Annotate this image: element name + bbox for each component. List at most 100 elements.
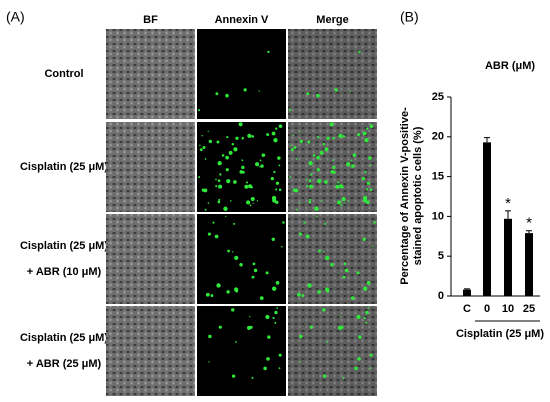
- micrograph: [197, 306, 286, 396]
- fluorescent-spot: [356, 314, 361, 320]
- fluorescent-spot: [332, 136, 336, 140]
- fluorescent-spot: [216, 283, 221, 288]
- fluorescent-spot: [339, 184, 344, 189]
- fluorescent-spot: [369, 124, 374, 128]
- bar: [525, 233, 533, 296]
- fluorescent-spot: [363, 316, 366, 320]
- fluorescent-spot: [228, 150, 233, 155]
- fluorescent-spot: [202, 146, 206, 150]
- fluorescent-spot: [320, 200, 323, 202]
- fluorescent-spot: [252, 202, 254, 204]
- fluorescent-spot: [219, 173, 222, 176]
- fluorescent-spot: [266, 357, 270, 361]
- fluorescent-spot: [295, 158, 298, 160]
- fluorescent-spot: [201, 134, 203, 137]
- significance-mark: *: [505, 195, 511, 212]
- fluorescent-spot: [271, 237, 275, 241]
- fluorescent-spot: [272, 286, 277, 291]
- fluorescent-spot: [233, 180, 237, 184]
- fluorescent-spot: [251, 275, 255, 279]
- fluorescent-spot: [282, 221, 285, 224]
- fluorescent-spot: [231, 374, 236, 378]
- fluorescent-spot: [275, 281, 280, 285]
- x-tick-label: 25: [523, 303, 535, 315]
- fluorescent-spot: [350, 296, 355, 301]
- fluorescent-spot: [322, 374, 327, 378]
- fluorescent-spot: [210, 294, 214, 298]
- fluorescent-spot: [317, 136, 320, 139]
- fluorescent-spot: [350, 159, 353, 162]
- fluorescent-spot: [364, 138, 369, 143]
- fluorescent-spot: [204, 208, 207, 211]
- fluorescent-spot: [326, 136, 330, 140]
- micrograph: [106, 306, 195, 396]
- fluorescent-spot: [343, 202, 345, 204]
- fluorescent-spot: [199, 144, 201, 147]
- fluorescent-spot: [231, 142, 235, 146]
- fluorescent-spot: [369, 188, 373, 192]
- fluorescent-spot: [229, 200, 232, 202]
- fluorescent-spot: [225, 93, 229, 98]
- fluorescent-spot: [215, 185, 218, 188]
- fluorescent-spot: [316, 215, 318, 217]
- fluorescent-spot: [241, 170, 245, 174]
- micrograph-tint: [288, 29, 377, 119]
- fluorescent-spot: [312, 154, 316, 157]
- fluorescent-spot: [208, 139, 213, 144]
- fluorescent-spot: [368, 156, 372, 160]
- fluorescent-spot: [246, 181, 249, 184]
- fluorescent-spot: [299, 361, 301, 363]
- fluorescent-spot: [322, 308, 326, 312]
- fluorescent-spot: [299, 334, 303, 339]
- fluorescent-spot: [340, 325, 344, 329]
- fluorescent-spot: [290, 144, 292, 147]
- fluorescent-spot: [289, 176, 292, 179]
- fluorescent-spot: [212, 221, 215, 224]
- fluorescent-spot: [217, 200, 221, 204]
- fluorescent-spot: [305, 234, 310, 239]
- y-tick-label: 5: [438, 250, 444, 262]
- fluorescent-spot: [316, 93, 320, 98]
- fluorescent-spot: [203, 188, 208, 193]
- fluorescent-spot: [215, 178, 217, 181]
- fluorescent-spot: [239, 263, 243, 267]
- fluorescent-spot: [332, 170, 336, 174]
- fluorescent-spot: [319, 150, 324, 155]
- fluorescent-spot: [365, 321, 368, 324]
- fluorescent-spot: [334, 88, 338, 92]
- fluorescent-spot: [197, 109, 201, 112]
- row-label: Cisplatin (25 μM): [20, 161, 108, 173]
- fluorescent-spot: [261, 153, 266, 157]
- fluorescent-spot: [341, 196, 346, 202]
- y-tick-label: 25: [432, 91, 444, 103]
- fluorescent-spot: [316, 155, 320, 160]
- fluorescent-spot: [260, 164, 264, 168]
- panel-label: (A): [6, 9, 25, 25]
- fluorescent-spot: [252, 262, 256, 266]
- y-axis-label: stained apoptotic cells (%): [412, 126, 424, 265]
- fluorescent-spot: [346, 162, 351, 167]
- micrograph: [197, 29, 286, 119]
- fluorescent-spot: [267, 335, 271, 339]
- fluorescent-spot: [340, 315, 342, 318]
- fluorescent-spot: [372, 246, 374, 248]
- fluorescent-spot: [342, 376, 345, 379]
- fluorescent-spot: [318, 249, 321, 253]
- fluorescent-spot: [337, 181, 340, 184]
- fluorescent-spot: [369, 353, 373, 357]
- column-header: Merge: [316, 14, 348, 26]
- fluorescent-spot: [357, 133, 361, 136]
- fluorescent-spot: [325, 255, 330, 261]
- row-label: Cisplatin (25 μM): [20, 332, 108, 344]
- micrograph: [197, 214, 286, 304]
- fluorescent-spot: [218, 184, 223, 189]
- fluorescent-spot: [253, 268, 258, 273]
- fluorescent-spot: [251, 135, 255, 138]
- fluorescent-spot: [244, 184, 249, 189]
- fluorescent-spot: [273, 138, 278, 143]
- fluorescent-spot: [335, 184, 340, 189]
- fluorescent-spot: [298, 202, 301, 204]
- fluorescent-spot: [217, 179, 221, 183]
- micrograph: [288, 214, 377, 304]
